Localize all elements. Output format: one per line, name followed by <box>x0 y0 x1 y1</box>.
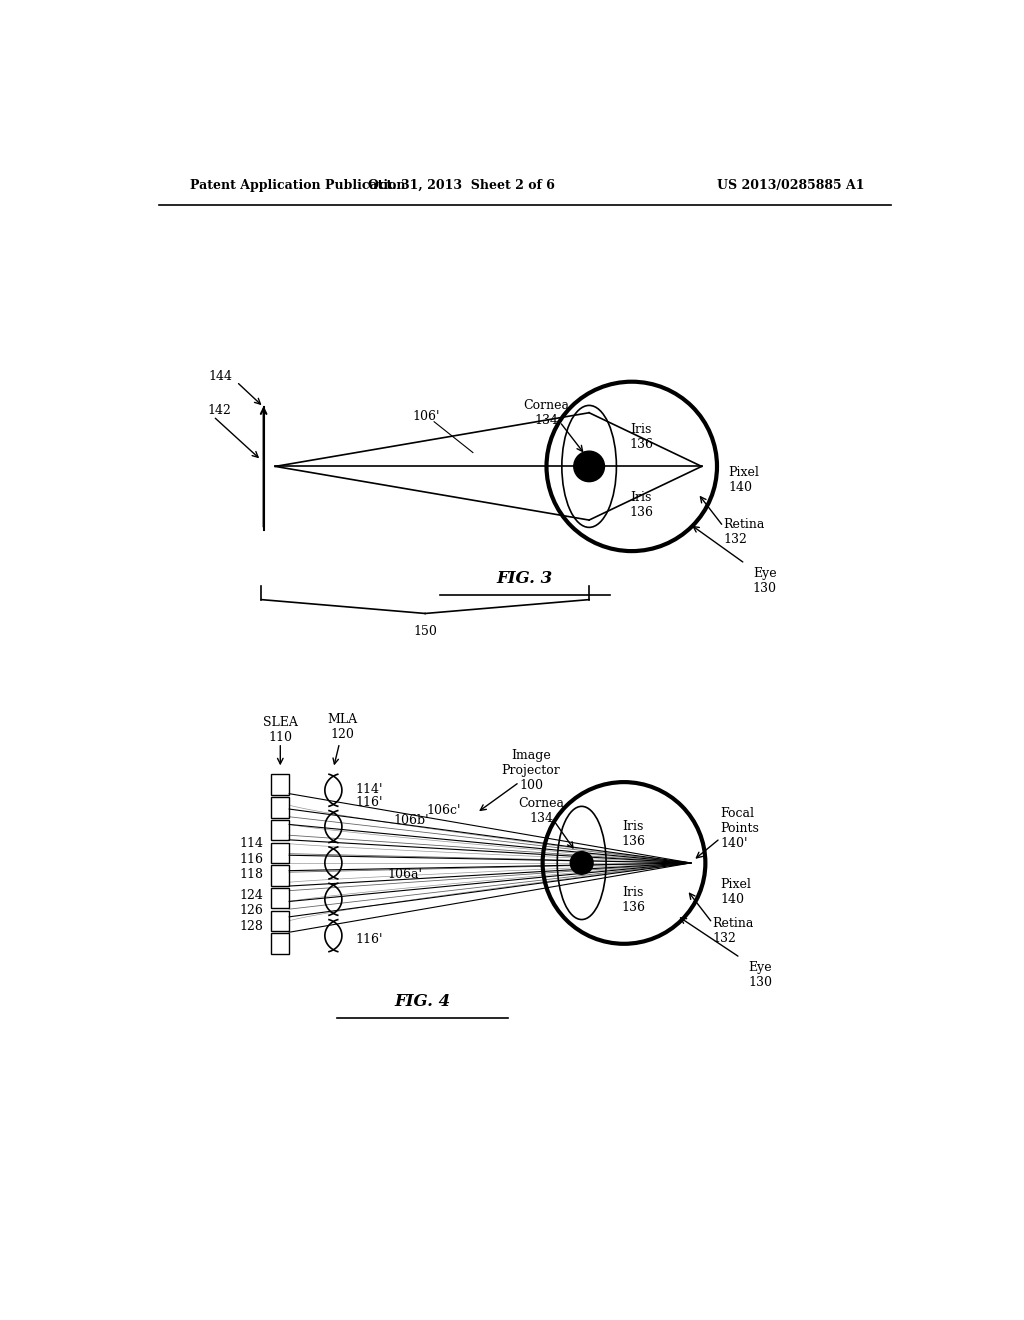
Text: 128: 128 <box>240 920 263 933</box>
Text: 116': 116' <box>355 796 383 809</box>
Text: FIG. 4: FIG. 4 <box>394 993 451 1010</box>
Text: 116: 116 <box>240 853 263 866</box>
Text: Retina
132: Retina 132 <box>723 517 765 546</box>
Text: 114: 114 <box>240 837 263 850</box>
Text: Oct. 31, 2013  Sheet 2 of 6: Oct. 31, 2013 Sheet 2 of 6 <box>368 178 555 191</box>
Text: Iris
136: Iris 136 <box>622 820 645 847</box>
Text: 126: 126 <box>240 904 263 917</box>
Text: 144: 144 <box>209 370 232 383</box>
Bar <box>271 911 289 931</box>
Text: Cornea
134: Cornea 134 <box>518 796 564 825</box>
Text: FIG. 3: FIG. 3 <box>497 569 553 586</box>
Bar <box>271 797 289 817</box>
Text: Focal
Points
140': Focal Points 140' <box>720 807 759 850</box>
Text: Image
Projector
100: Image Projector 100 <box>502 748 560 792</box>
Text: Pixel
140: Pixel 140 <box>729 466 760 494</box>
Bar <box>271 888 289 908</box>
Text: 116': 116' <box>355 933 383 946</box>
Bar <box>271 842 289 863</box>
Bar <box>271 865 289 886</box>
Text: 114': 114' <box>355 783 383 796</box>
Text: 124: 124 <box>240 888 263 902</box>
Text: 118: 118 <box>240 869 263 880</box>
Text: 106c': 106c' <box>426 804 461 817</box>
Text: Cornea
134: Cornea 134 <box>523 399 569 426</box>
Text: Iris
136: Iris 136 <box>629 491 653 519</box>
Text: Eye
130: Eye 130 <box>753 568 777 595</box>
Bar <box>271 775 289 795</box>
Text: 106a': 106a' <box>388 869 423 880</box>
Bar <box>271 933 289 954</box>
Text: Iris
136: Iris 136 <box>622 886 645 913</box>
Text: 106': 106' <box>413 409 440 422</box>
Text: 150: 150 <box>414 626 437 638</box>
Text: Eye
130: Eye 130 <box>748 961 772 989</box>
Text: 142: 142 <box>207 404 231 417</box>
Circle shape <box>573 451 604 482</box>
Text: SLEA
110: SLEA 110 <box>263 715 298 743</box>
Text: MLA
120: MLA 120 <box>328 713 357 742</box>
Circle shape <box>570 851 593 874</box>
Text: Iris
136: Iris 136 <box>629 424 653 451</box>
Text: Patent Application Publication: Patent Application Publication <box>190 178 406 191</box>
Bar <box>271 820 289 841</box>
Text: 106b': 106b' <box>393 814 429 828</box>
Text: Retina
132: Retina 132 <box>713 916 754 945</box>
Text: US 2013/0285885 A1: US 2013/0285885 A1 <box>717 178 864 191</box>
Text: Pixel
140: Pixel 140 <box>720 878 751 907</box>
